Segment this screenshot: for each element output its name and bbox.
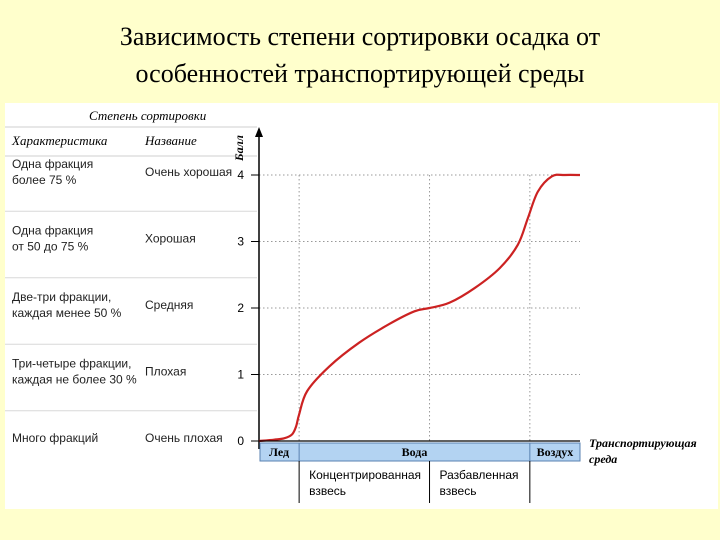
y-tick-label: 1 [237,368,244,382]
y-tick-label: 2 [237,301,244,315]
y-axis-arrow [255,127,263,137]
sorting-figure: Степень сортировки Характеристика Название… [5,103,718,509]
row-name-text: Хорошая [145,232,196,246]
medium-category-label: Вода [402,445,428,459]
row-characteristic-text: Много фракций [12,431,98,445]
medium-bar [259,442,581,462]
row-characteristic-text: от 50 до 75 % [12,240,89,254]
y-tick-label: 0 [237,434,244,448]
sub-category-label: взвесь [309,484,346,498]
row-characteristic-text: Одна фракция [12,157,93,171]
col-header-name: Название [144,133,197,148]
sub-category-label: Разбавленная [440,468,519,482]
sorting-curve [258,173,581,443]
col-header-characteristic: Характеристика [11,133,108,148]
row-name-text: Средняя [145,298,193,312]
row-characteristic-text: более 75 % [12,173,77,187]
x-axis-label: Транспортирующая [589,436,697,450]
sub-category-label: взвесь [440,484,477,498]
sorting-chart-svg: Степень сортировки Характеристика Название… [5,108,697,503]
y-tick-label: 3 [237,235,244,249]
slide-title-line1: Зависимость степени сортировки осадка от [119,22,601,51]
y-axis-label: Балл [232,135,246,162]
table-title: Степень сортировки [89,108,207,123]
row-name-text: Очень плохая [145,431,223,445]
medium-category-label: Воздух [537,445,574,459]
row-characteristic-text: Две-три фракции, [12,290,111,304]
row-characteristic-text: каждая менее 50 % [12,306,122,320]
slide-title: Зависимость степени сортировки осадка от… [0,18,720,92]
row-characteristic-text: каждая не более 30 % [12,373,137,387]
row-characteristic-text: Три-четыре фракции, [12,357,131,371]
y-tick-label: 4 [237,168,244,182]
row-name-text: Очень хорошая [145,165,232,179]
x-axis-label: среда [589,452,617,466]
medium-category-label: Лед [269,445,289,459]
slide-title-line2: особенностей транспортирующей среды [135,59,585,88]
sub-category-label: Концентрированная [309,468,421,482]
row-name-text: Плохая [145,365,186,379]
row-characteristic-text: Одна фракция [12,224,93,238]
